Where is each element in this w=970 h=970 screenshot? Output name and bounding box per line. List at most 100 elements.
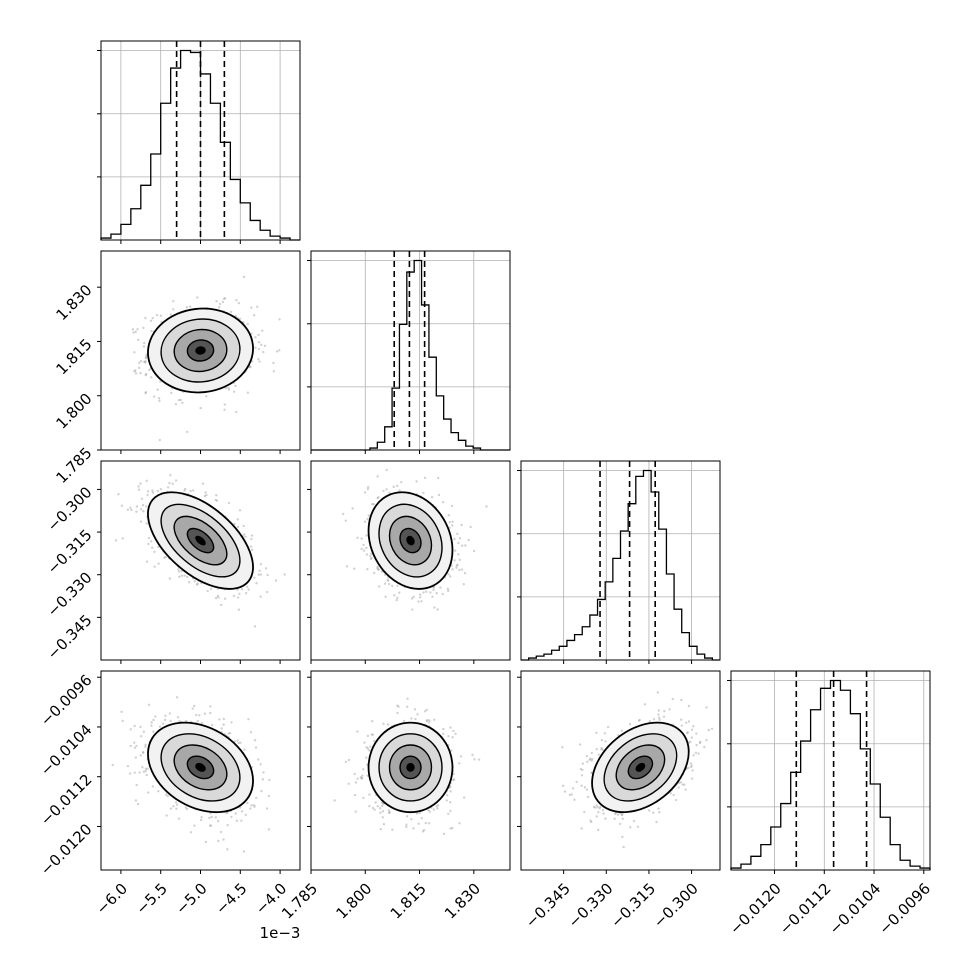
sample-point (156, 388, 159, 391)
sample-point (362, 549, 366, 552)
sample-point (172, 308, 175, 311)
sample-point (249, 807, 252, 810)
sample-point (260, 343, 263, 347)
sample-point (143, 361, 147, 364)
sample-point (362, 767, 365, 771)
sample-point (259, 595, 262, 598)
sample-point (191, 707, 194, 710)
sample-point (456, 532, 459, 535)
sample-point (360, 547, 363, 551)
sample-point (189, 489, 192, 493)
sample-point (142, 730, 146, 733)
sample-point (344, 519, 347, 522)
sample-point (121, 719, 124, 723)
sample-point (157, 397, 161, 400)
pair-content (333, 697, 481, 835)
sample-point (133, 746, 137, 749)
sample-point (463, 571, 467, 575)
sample-point (453, 537, 456, 541)
sample-point (220, 603, 223, 607)
sample-point (130, 508, 133, 512)
sample-point (663, 709, 666, 713)
sample-point (203, 494, 207, 498)
sample-point (218, 718, 221, 721)
sample-point (249, 545, 253, 548)
sample-point (258, 360, 261, 363)
sample-point (172, 805, 175, 808)
sample-point (224, 386, 228, 390)
sample-point (239, 741, 242, 744)
sample-point (223, 408, 226, 411)
sample-point (193, 580, 197, 583)
sample-point (432, 588, 435, 592)
sample-point (425, 719, 428, 723)
sample-point (166, 794, 169, 798)
sample-point (134, 369, 137, 372)
sample-point (174, 801, 178, 804)
sample-point (250, 306, 253, 309)
sample-point (392, 485, 395, 489)
sample-point (363, 520, 367, 523)
sample-point (376, 475, 379, 478)
sample-point (371, 502, 374, 506)
sample-point (425, 590, 428, 593)
sample-point (377, 496, 380, 499)
sample-point (229, 310, 233, 314)
sample-point (261, 778, 265, 781)
sample-point (429, 591, 432, 594)
sample-point (362, 796, 365, 800)
sample-point (451, 568, 454, 571)
sample-point (259, 563, 263, 566)
sample-point (247, 717, 250, 721)
sample-point (238, 509, 242, 512)
sample-point (193, 824, 196, 827)
sample-point (416, 713, 419, 716)
pair-panel-2-1 (307, 460, 511, 664)
sample-point (237, 741, 240, 745)
sample-point (354, 810, 357, 813)
sample-point (230, 815, 233, 819)
sample-point (184, 719, 188, 723)
sample-point (656, 691, 660, 694)
sample-point (133, 351, 136, 354)
sample-point (370, 719, 374, 723)
sample-point (166, 486, 170, 489)
sample-point (254, 336, 257, 339)
sample-point (377, 568, 380, 572)
sample-point (366, 567, 369, 571)
sample-point (454, 732, 457, 736)
sample-point (427, 721, 431, 724)
sample-point (258, 569, 261, 573)
sample-point (238, 317, 242, 320)
sample-point (439, 586, 442, 589)
sample-point (365, 534, 368, 537)
sample-point (363, 491, 367, 494)
sample-point (199, 818, 203, 822)
sample-point (237, 301, 241, 305)
sample-point (411, 608, 414, 611)
sample-point (452, 729, 455, 733)
sample-point (242, 850, 246, 853)
sample-point (198, 714, 201, 717)
pair-panel-3-0 (97, 670, 301, 874)
sample-point (590, 820, 593, 824)
sample-point (694, 751, 698, 754)
pair-content (131, 275, 281, 442)
sample-point (176, 716, 180, 719)
sample-point (157, 789, 160, 793)
sample-point (360, 537, 363, 540)
sample-point (164, 555, 167, 559)
sample-point (347, 758, 351, 762)
sample-point (278, 349, 281, 352)
sample-point (600, 738, 604, 742)
density-contour-4 (406, 762, 415, 772)
sample-point (687, 720, 691, 723)
sample-point (205, 493, 208, 497)
sample-point (181, 401, 184, 405)
sample-point (214, 816, 217, 819)
sample-point (144, 356, 148, 360)
sample-point (147, 536, 151, 540)
sample-point (133, 724, 136, 728)
sample-point (387, 582, 391, 586)
